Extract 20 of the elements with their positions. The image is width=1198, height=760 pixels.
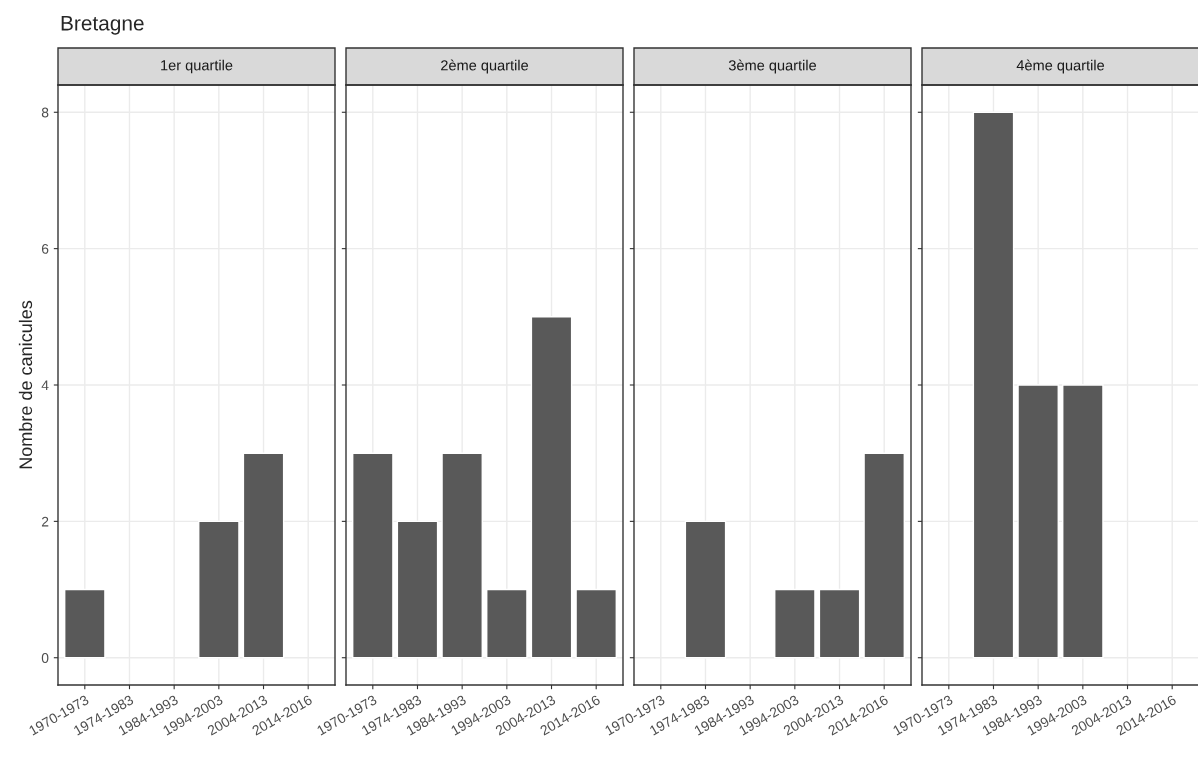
chart-subtitle: 2ème quartile [441,59,529,74]
bar [352,452,394,659]
bar [530,316,573,659]
bar [486,588,528,659]
bar [64,588,106,659]
chart-subtitle: 4ème quartile [1016,59,1105,74]
bar [396,520,439,659]
chart-subtitle: 1er quartile [161,59,233,74]
y-tick-label: 0 [41,653,49,663]
y-axis-title: Nombre de canicules [18,300,33,469]
bar [198,520,240,659]
chart-subtitle: 3ème quartile [728,59,817,74]
bar [242,452,285,659]
y-tick-label: 4 [41,380,49,391]
bar [575,588,617,659]
y-tick-label: 6 [41,243,49,254]
y-tick-label: 8 [41,107,49,118]
y-tick-label: 2 [41,516,49,527]
bar [441,452,483,659]
chart-title: Bretagne [61,16,144,35]
